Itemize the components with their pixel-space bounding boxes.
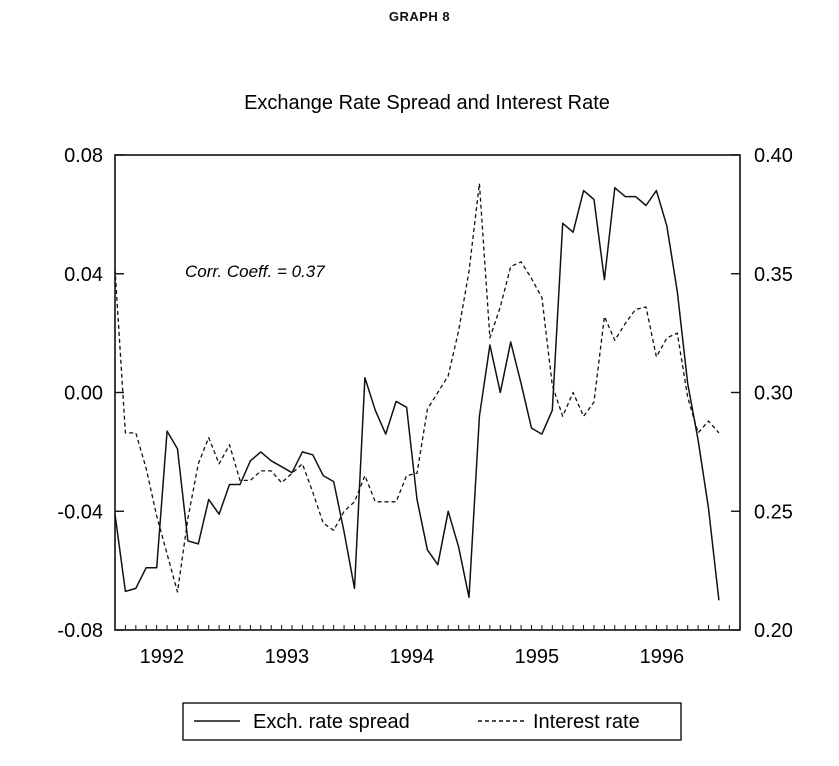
left-axis-tick-label: -0.08 <box>57 620 103 642</box>
correlation-annotation: Corr. Coeff. = 0.37 <box>185 262 325 281</box>
right-axis-tick-label: 0.30 <box>754 383 793 405</box>
left-axis-tick-label: 0.00 <box>64 383 103 405</box>
series-line-exch-rate-spread <box>114 186 720 601</box>
left-axis-tick-label: -0.04 <box>57 501 103 523</box>
left-axis-tick-label: 0.04 <box>64 264 103 286</box>
right-axis-tick-label: 0.40 <box>754 145 793 167</box>
left-axis-tick-label: 0.08 <box>64 145 103 167</box>
legend-label-interest-rate: Interest rate <box>533 711 640 733</box>
axis-ticks-layer: -0.08 -0.04 0.00 0.04 0.08 0.20 0.25 0.30 0.35 0.… <box>57 145 793 668</box>
x-axis-year-label: 1992 <box>140 646 185 668</box>
series-layer <box>114 182 720 601</box>
x-axis-year-label: 1993 <box>265 646 310 668</box>
right-axis-tick-label: 0.20 <box>754 620 793 642</box>
x-axis-year-label: 1994 <box>390 646 435 668</box>
legend-label-exch-rate-spread: Exch. rate spread <box>253 711 410 733</box>
chart-title: Exchange Rate Spread and Interest Rate <box>244 92 610 114</box>
x-axis-year-label: 1996 <box>640 646 685 668</box>
right-axis-tick-label: 0.35 <box>754 264 793 286</box>
x-axis-year-label: 1995 <box>515 646 560 668</box>
right-axis-tick-label: 0.25 <box>754 501 793 523</box>
legend: Exch. rate spread Interest rate <box>182 702 682 741</box>
legend-box <box>182 702 682 741</box>
series-line-interest-rate <box>114 182 720 593</box>
plot-frame <box>114 154 741 631</box>
graph-number-label: GRAPH 8 <box>388 9 451 24</box>
